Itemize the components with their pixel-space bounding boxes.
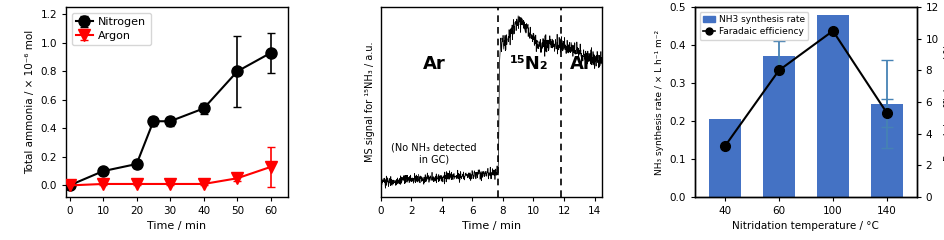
Legend: NH3 synthesis rate, Faradaic efficiency: NH3 synthesis rate, Faradaic efficiency xyxy=(699,12,807,40)
Text: Ar: Ar xyxy=(422,55,445,73)
Legend: Nitrogen, Argon: Nitrogen, Argon xyxy=(72,13,151,45)
X-axis label: Nitridation temperature / °C: Nitridation temperature / °C xyxy=(732,221,879,231)
Text: ¹⁵N₂: ¹⁵N₂ xyxy=(509,55,548,73)
Y-axis label: Total ammonia / × 10⁻⁶ mol: Total ammonia / × 10⁻⁶ mol xyxy=(25,30,35,174)
Y-axis label: NH₃ synthesis rate / × L h⁻¹ m⁻²: NH₃ synthesis rate / × L h⁻¹ m⁻² xyxy=(654,30,664,174)
Bar xyxy=(869,104,902,197)
X-axis label: Time / min: Time / min xyxy=(462,221,520,231)
Text: (No NH₃ detected
in GC): (No NH₃ detected in GC) xyxy=(391,143,477,165)
Bar xyxy=(762,56,794,197)
Text: Ar: Ar xyxy=(569,55,592,73)
Y-axis label: MS signal for ¹⁵NH₃ / a.u.: MS signal for ¹⁵NH₃ / a.u. xyxy=(364,42,375,162)
Bar xyxy=(816,15,849,197)
Bar xyxy=(708,119,740,197)
X-axis label: Time / min: Time / min xyxy=(147,221,206,231)
